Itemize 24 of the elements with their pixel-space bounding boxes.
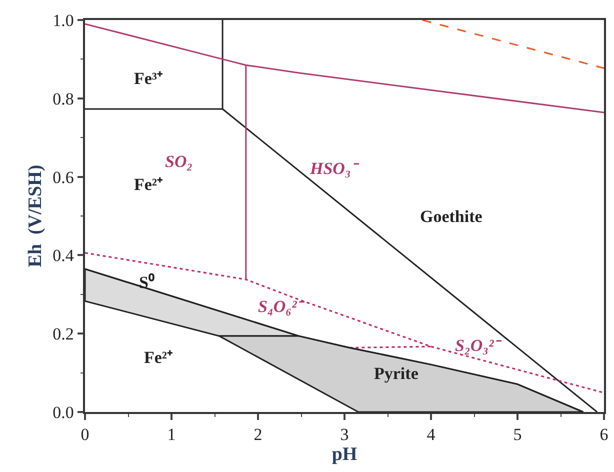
annotation: S₂O₃²⁻ — [455, 336, 503, 355]
x-tick-label: 5 — [513, 425, 522, 444]
x-tick-label: 4 — [426, 425, 436, 444]
y-tick-label: 0.2 — [52, 324, 74, 344]
annotation: SO₂ — [165, 152, 193, 171]
annotation: S₄O₆²⁻ — [258, 297, 306, 316]
y-tick-label: 0.0 — [52, 402, 74, 422]
annotation: HSO₃⁻ — [309, 159, 360, 178]
y-tick-label: 0.6 — [52, 168, 74, 187]
annotation: Fe²⁺ — [144, 348, 174, 367]
y-tick-label: 1.0 — [52, 10, 74, 30]
x-tick-label: 1 — [167, 425, 176, 444]
x-axis-title: pH — [332, 444, 358, 466]
x-tick-label: 0 — [80, 425, 90, 444]
annotation: Fe³⁺ — [134, 69, 164, 88]
y-axis-title: Eh (V/ESH) — [24, 164, 46, 268]
y-tick-label: 0.4 — [52, 246, 74, 266]
x-tick-label: 3 — [340, 425, 349, 444]
x-tick-label: 2 — [254, 425, 262, 444]
annotation: Pyrite — [374, 364, 419, 383]
x-tick-label: 6 — [600, 425, 608, 444]
annotation: Fe²⁺ — [134, 175, 164, 194]
y-tick-label: 0.8 — [52, 89, 74, 108]
annotation: Goethite — [420, 207, 483, 226]
